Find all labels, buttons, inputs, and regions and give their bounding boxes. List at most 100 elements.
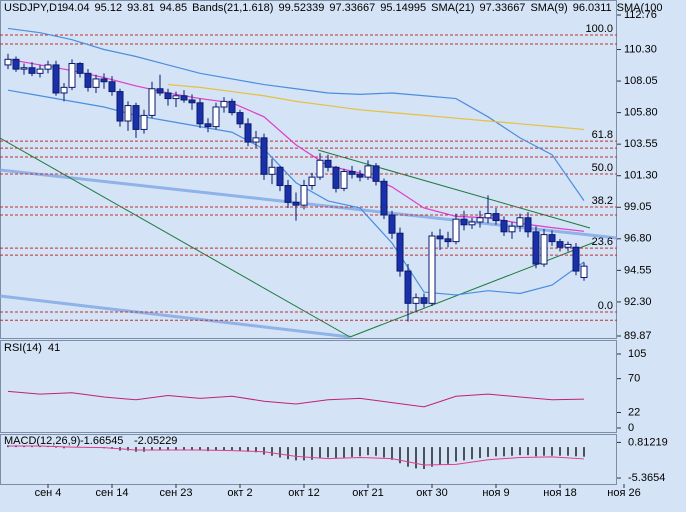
candle-body bbox=[492, 213, 500, 222]
x-tick-label: сен 23 bbox=[160, 487, 193, 499]
symbol: USDJPY,D1 bbox=[4, 2, 63, 14]
candle-body bbox=[180, 95, 188, 101]
candle-body bbox=[92, 78, 100, 88]
header-text: 97.33667 bbox=[480, 2, 526, 14]
rsi-line bbox=[7, 390, 585, 408]
candle-body bbox=[140, 114, 148, 130]
candle-body bbox=[388, 214, 396, 234]
candle-body bbox=[460, 218, 468, 226]
candle-body bbox=[188, 99, 196, 104]
x-tick-label: ноя 18 bbox=[543, 487, 576, 499]
candle-body bbox=[516, 217, 524, 227]
candle-body bbox=[380, 180, 388, 216]
header-text: 94.85 bbox=[160, 2, 188, 14]
y-tick-label: 99.05 bbox=[624, 201, 652, 213]
header-text: SMA(100 bbox=[617, 2, 663, 14]
candle-body bbox=[532, 231, 540, 265]
indicator-line bbox=[7, 27, 585, 201]
candle-body bbox=[476, 217, 484, 223]
candle-body bbox=[316, 159, 324, 178]
rsi-title: RSI(14) bbox=[4, 342, 42, 354]
candle-body bbox=[4, 58, 12, 66]
candle-body bbox=[444, 238, 452, 243]
y-tick-label: 89.87 bbox=[624, 330, 652, 342]
macd-last: -1.66545 bbox=[80, 435, 123, 447]
candle-body bbox=[340, 171, 348, 189]
candle-body bbox=[196, 102, 204, 125]
candle-body bbox=[332, 166, 340, 189]
y-tick-label: 70 bbox=[628, 373, 640, 385]
candle-body bbox=[12, 58, 20, 70]
header-text: 97.33667 bbox=[329, 2, 375, 14]
header-text: 99.52339 bbox=[278, 2, 324, 14]
macd-title: MACD(12,26,9) bbox=[4, 435, 80, 447]
fib-label: 23.6 bbox=[592, 236, 613, 248]
candle-body bbox=[164, 92, 172, 100]
x-tick-label: окт 2 bbox=[227, 487, 252, 499]
y-tick-label: 112.76 bbox=[624, 9, 657, 21]
candle-body bbox=[28, 67, 36, 74]
y-tick-label: 108.05 bbox=[624, 75, 658, 87]
candle-body bbox=[556, 241, 564, 248]
candle-body bbox=[580, 265, 588, 279]
candle-body bbox=[540, 234, 548, 265]
candle-body bbox=[124, 105, 132, 122]
candle-body bbox=[308, 176, 316, 187]
candle-body bbox=[300, 185, 308, 206]
fib-label: 50.0 bbox=[592, 162, 613, 174]
x-tick-label: окт 12 bbox=[288, 487, 319, 499]
y-tick-label: 103.55 bbox=[624, 138, 658, 150]
candle-body bbox=[412, 297, 420, 304]
signal-line bbox=[8, 445, 585, 466]
fib-label: 38.2 bbox=[592, 195, 613, 207]
y-tick-label: 101.30 bbox=[624, 170, 658, 182]
candle-body bbox=[404, 270, 412, 304]
layer: 94.04 95.12 93.81 94.85 Bands(21,1.618) 99.52… bbox=[0, 2, 668, 499]
candle-body bbox=[52, 64, 60, 94]
header-text: 95.12 bbox=[95, 2, 123, 14]
macd-signal-last: -2.05229 bbox=[134, 435, 177, 447]
indicator-line bbox=[167, 83, 585, 131]
candle-body bbox=[252, 137, 260, 143]
candle-body bbox=[284, 185, 292, 203]
x-tick-label: сен 14 bbox=[96, 487, 129, 499]
candle-body bbox=[356, 173, 364, 178]
candle-body bbox=[452, 218, 460, 243]
candle-body bbox=[484, 213, 492, 219]
header-text: Bands(21,1.618) bbox=[192, 2, 273, 14]
y-tick-label: 92.30 bbox=[624, 296, 652, 308]
candle-body bbox=[500, 220, 508, 233]
candle-body bbox=[364, 165, 372, 178]
candle-body bbox=[156, 88, 164, 94]
candle-body bbox=[236, 112, 244, 125]
candle-body bbox=[524, 217, 532, 233]
candle-body bbox=[20, 67, 28, 70]
header-text: SMA(21) bbox=[431, 2, 474, 14]
candle-body bbox=[436, 235, 444, 240]
candle-body bbox=[204, 123, 212, 128]
candle-body bbox=[228, 100, 236, 114]
candle-body bbox=[548, 234, 556, 243]
y-tick-label: 110.30 bbox=[624, 43, 657, 55]
candle-body bbox=[396, 232, 404, 272]
y-tick-label: 96.80 bbox=[624, 233, 652, 245]
candle-body bbox=[324, 159, 332, 168]
candle-body bbox=[148, 88, 156, 116]
candle-body bbox=[564, 243, 572, 248]
candle-body bbox=[132, 105, 140, 130]
x-tick-label: сен 4 bbox=[35, 487, 62, 499]
candle-body bbox=[428, 235, 436, 304]
candle-body bbox=[420, 297, 428, 304]
candle-body bbox=[244, 123, 252, 143]
rsi-last: 41 bbox=[48, 342, 60, 354]
y-tick-label: 105 bbox=[628, 348, 646, 360]
candle-body bbox=[276, 166, 284, 187]
fib-label: 0.0 bbox=[598, 300, 613, 312]
candle-body bbox=[292, 201, 300, 206]
x-tick-label: окт 21 bbox=[352, 487, 383, 499]
candle-body bbox=[212, 106, 220, 128]
header-text: 94.04 bbox=[62, 2, 90, 14]
header-text: SMA(9) bbox=[530, 2, 567, 14]
candle-body bbox=[68, 63, 76, 88]
